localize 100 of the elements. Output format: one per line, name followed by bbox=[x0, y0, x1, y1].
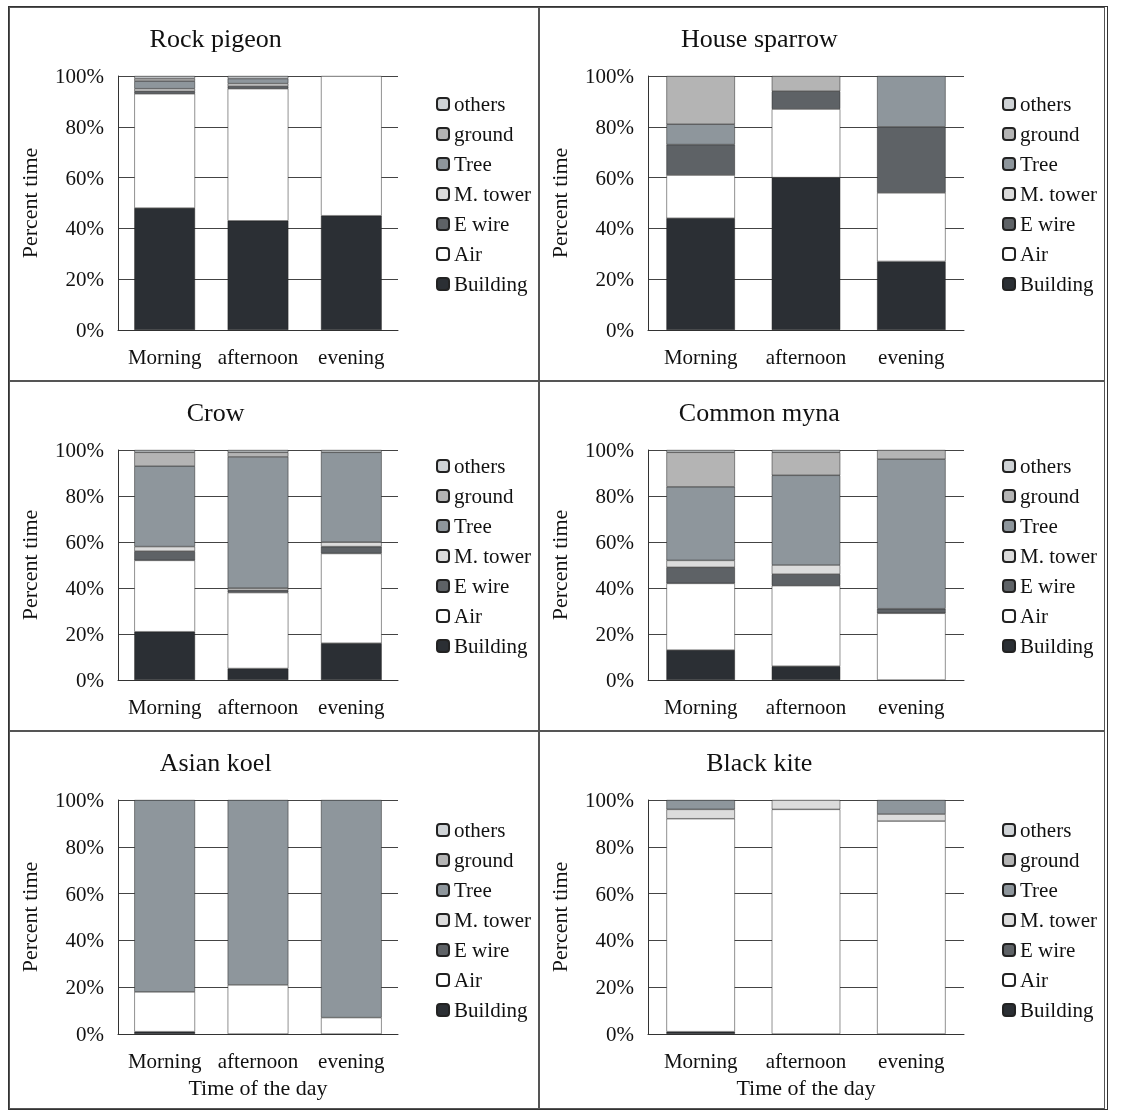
x-tick-label: afternoon bbox=[765, 694, 847, 719]
x-tick-label: evening bbox=[318, 344, 386, 369]
y-axis-title: Percent time bbox=[546, 509, 572, 621]
chart-title: Crow bbox=[186, 397, 245, 427]
y-tick-label: 40% bbox=[65, 576, 104, 600]
legend-label: M. tower bbox=[454, 908, 532, 932]
x-tick-label: afternoon bbox=[217, 344, 299, 369]
legend-label: Tree bbox=[1020, 152, 1058, 176]
legend-label: E wire bbox=[454, 574, 510, 598]
y-tick-label: 0% bbox=[76, 668, 104, 692]
legend-label: others bbox=[1020, 818, 1072, 842]
y-tick-label: 40% bbox=[65, 216, 104, 241]
x-tick-label: evening bbox=[878, 1048, 946, 1073]
legend-label: ground bbox=[1020, 848, 1081, 872]
y-tick-label: 100% bbox=[585, 438, 634, 462]
legend-label: others bbox=[1020, 92, 1072, 116]
legend-label: others bbox=[454, 92, 506, 116]
legend-label: M. tower bbox=[454, 182, 532, 206]
bar bbox=[134, 81, 195, 89]
legend-label: Tree bbox=[1020, 514, 1058, 538]
legend-label: ground bbox=[1020, 122, 1081, 146]
x-tick-label: Morning bbox=[127, 1048, 202, 1073]
y-tick-label: 20% bbox=[65, 622, 104, 646]
legend-label: Air bbox=[454, 604, 483, 628]
y-tick-label: 60% bbox=[595, 165, 634, 190]
y-tick-label: 40% bbox=[595, 216, 634, 241]
y-tick-label: 60% bbox=[65, 530, 104, 554]
legend-label: Building bbox=[454, 634, 529, 658]
chart-title: Common myna bbox=[678, 397, 841, 427]
x-tick-label: afternoon bbox=[217, 694, 299, 719]
chart-title: Asian koel bbox=[159, 747, 272, 777]
y-tick-label: 60% bbox=[595, 530, 634, 554]
y-tick-label: 20% bbox=[595, 622, 634, 646]
y-tick-label: 20% bbox=[595, 267, 634, 292]
y-tick-label: 80% bbox=[65, 114, 104, 139]
y-axis-title: Percent time bbox=[16, 509, 42, 621]
x-tick-label: Morning bbox=[127, 694, 202, 719]
legend-label: others bbox=[1020, 454, 1072, 478]
x-tick-label: afternoon bbox=[765, 344, 847, 369]
legend-label: Air bbox=[1020, 242, 1049, 266]
legend-label: Building bbox=[1020, 272, 1095, 296]
legend-label: M. tower bbox=[1020, 908, 1098, 932]
y-axis-title: Percent time bbox=[546, 147, 572, 259]
y-tick-label: 40% bbox=[595, 928, 634, 953]
y-tick-label: 100% bbox=[585, 64, 634, 88]
bar bbox=[227, 78, 289, 84]
legend-label: M. tower bbox=[454, 544, 532, 568]
x-axis-title: Time of the day bbox=[188, 1074, 328, 1100]
y-tick-label: 80% bbox=[595, 484, 634, 508]
y-tick-label: 20% bbox=[595, 975, 634, 1000]
chart-title: Black kite bbox=[706, 747, 813, 777]
legend-label: Air bbox=[1020, 604, 1049, 628]
legend-label: Tree bbox=[454, 152, 492, 176]
legend-label: ground bbox=[454, 484, 515, 508]
legend-label: ground bbox=[1020, 484, 1081, 508]
x-tick-label: Morning bbox=[663, 344, 738, 369]
x-tick-label: afternoon bbox=[217, 1048, 299, 1073]
legend-label: Building bbox=[1020, 634, 1095, 658]
y-tick-label: 20% bbox=[65, 267, 104, 292]
legend-label: ground bbox=[454, 848, 515, 872]
y-tick-label: 0% bbox=[606, 668, 634, 692]
legend-label: ground bbox=[454, 122, 515, 146]
chart-title: House sparrow bbox=[680, 23, 838, 53]
legend-label: M. tower bbox=[1020, 544, 1098, 568]
legend-label: E wire bbox=[1020, 212, 1076, 236]
y-tick-label: 0% bbox=[606, 318, 634, 342]
x-tick-label: Morning bbox=[663, 1048, 738, 1073]
chart-title: Rock pigeon bbox=[149, 23, 282, 53]
x-tick-label: evening bbox=[318, 694, 386, 719]
legend-label: Tree bbox=[454, 878, 492, 902]
legend-label: Building bbox=[1020, 998, 1095, 1022]
y-tick-label: 0% bbox=[76, 1022, 104, 1046]
legend-label: others bbox=[454, 454, 506, 478]
y-tick-label: 80% bbox=[65, 834, 104, 859]
y-tick-label: 100% bbox=[55, 788, 104, 812]
legend-label: Air bbox=[1020, 968, 1049, 992]
y-tick-label: 80% bbox=[65, 484, 104, 508]
bar bbox=[877, 613, 946, 680]
legend-label: Air bbox=[454, 242, 483, 266]
y-tick-label: 40% bbox=[595, 576, 634, 600]
x-tick-label: Morning bbox=[663, 694, 738, 719]
y-tick-label: 80% bbox=[595, 114, 634, 139]
x-tick-label: evening bbox=[878, 344, 946, 369]
y-tick-label: 0% bbox=[606, 1022, 634, 1046]
legend-label: M. tower bbox=[1020, 182, 1098, 206]
y-tick-label: 100% bbox=[55, 438, 104, 462]
y-axis-title: Percent time bbox=[16, 861, 42, 973]
legend-label: E wire bbox=[454, 938, 510, 962]
x-tick-label: evening bbox=[318, 1048, 386, 1073]
legend-label: Air bbox=[454, 968, 483, 992]
y-tick-label: 100% bbox=[585, 788, 634, 812]
legend-label: Tree bbox=[454, 514, 492, 538]
legend-label: Building bbox=[454, 998, 529, 1022]
y-tick-label: 40% bbox=[65, 928, 104, 953]
y-axis-title: Percent time bbox=[16, 147, 42, 259]
bar bbox=[227, 456, 289, 588]
legend-label: E wire bbox=[454, 212, 510, 236]
y-tick-label: 100% bbox=[55, 64, 104, 88]
legend-label: Tree bbox=[1020, 878, 1058, 902]
legend-label: others bbox=[454, 818, 506, 842]
